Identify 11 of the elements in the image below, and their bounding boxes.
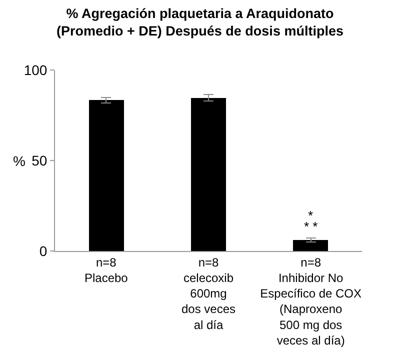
y-tick-label: 50 bbox=[32, 152, 48, 168]
y-tick-label: 100 bbox=[24, 62, 48, 78]
bar bbox=[89, 100, 124, 251]
x-tick-label: n=8 Inhibidor No Específico de COX (Naproxeno 500 mg dos veces al día) bbox=[260, 255, 362, 348]
y-axis-title: % bbox=[13, 153, 26, 169]
bar bbox=[293, 240, 328, 251]
x-tick-label: n=8 Placebo bbox=[84, 255, 128, 285]
chart-title: % Agregación plaquetaria a Araquidonato (Promedio + DE) Después de dosis múltiples bbox=[56, 6, 344, 38]
bar bbox=[191, 98, 226, 251]
y-tick-label: 0 bbox=[39, 242, 48, 259]
x-tick-label: n=8 celecoxib 600mg dos veces al día bbox=[181, 255, 236, 332]
